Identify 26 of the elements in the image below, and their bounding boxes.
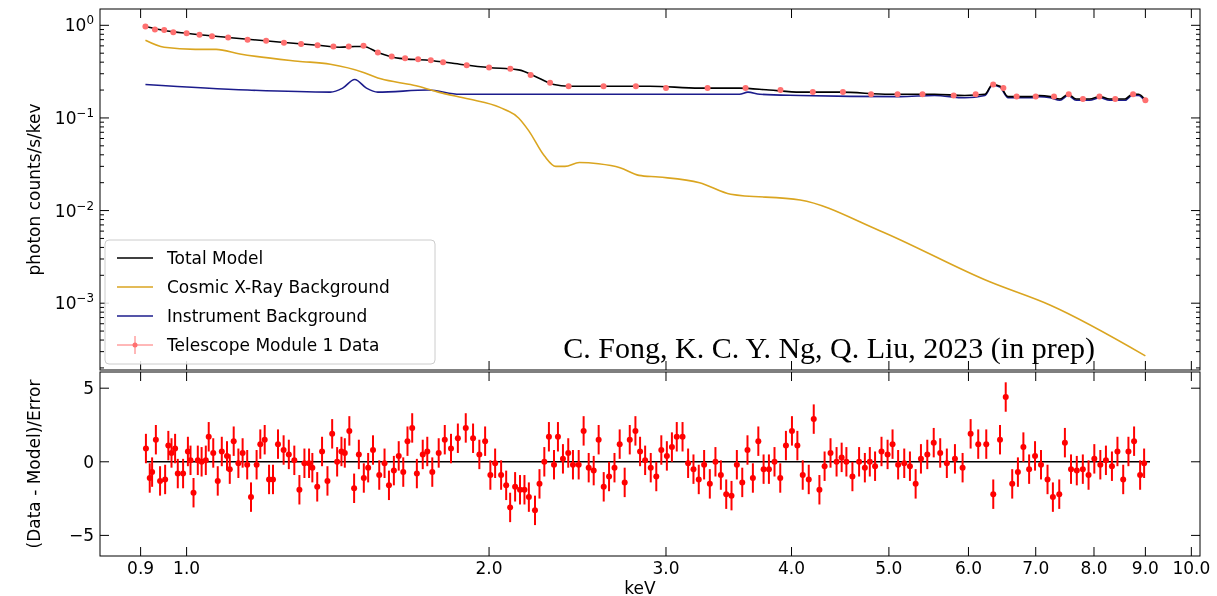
- x-tick-label: 0.9: [127, 558, 155, 578]
- y-tick-label: 10$^{−3}$: [54, 291, 94, 314]
- legend-label: Telescope Module 1 Data: [166, 335, 380, 355]
- y-tick-label: −5: [68, 525, 94, 546]
- x-tick-label: 5.0: [875, 558, 903, 578]
- x-tick-label: 6.0: [954, 558, 982, 578]
- legend-label: Instrument Background: [167, 306, 368, 326]
- x-axis-title: keV: [624, 578, 657, 596]
- y-tick-label: 10$^{−2}$: [54, 198, 94, 221]
- x-tick-label: 4.0: [778, 558, 806, 578]
- annotation: C. Fong, K. C. Y. Ng, Q. Liu, 2023 (in prep): [563, 331, 1095, 365]
- legend-label: Total Model: [166, 248, 264, 268]
- x-tick-label: 8.0: [1080, 558, 1108, 578]
- x-tick-label: 2.0: [475, 558, 503, 578]
- y-tick-label: 10$^{0}$: [64, 13, 94, 36]
- y-tick-label: 0: [83, 451, 94, 472]
- y-axis-title: photon counts/s/kev: [24, 103, 44, 276]
- x-tick-label: 7.0: [1022, 558, 1050, 578]
- y-tick-label: 5: [83, 378, 94, 399]
- y-axis-title: (Data - Model)/Error: [24, 379, 44, 549]
- x-tick-label: 9.0: [1131, 558, 1159, 578]
- x-tick-label: 3.0: [652, 558, 680, 578]
- x-tick-label: 1.0: [173, 558, 201, 578]
- x-tick-label: 10.0: [1172, 558, 1211, 578]
- y-tick-label: 10$^{−1}$: [54, 105, 94, 128]
- legend-label: Cosmic X-Ray Background: [167, 277, 390, 297]
